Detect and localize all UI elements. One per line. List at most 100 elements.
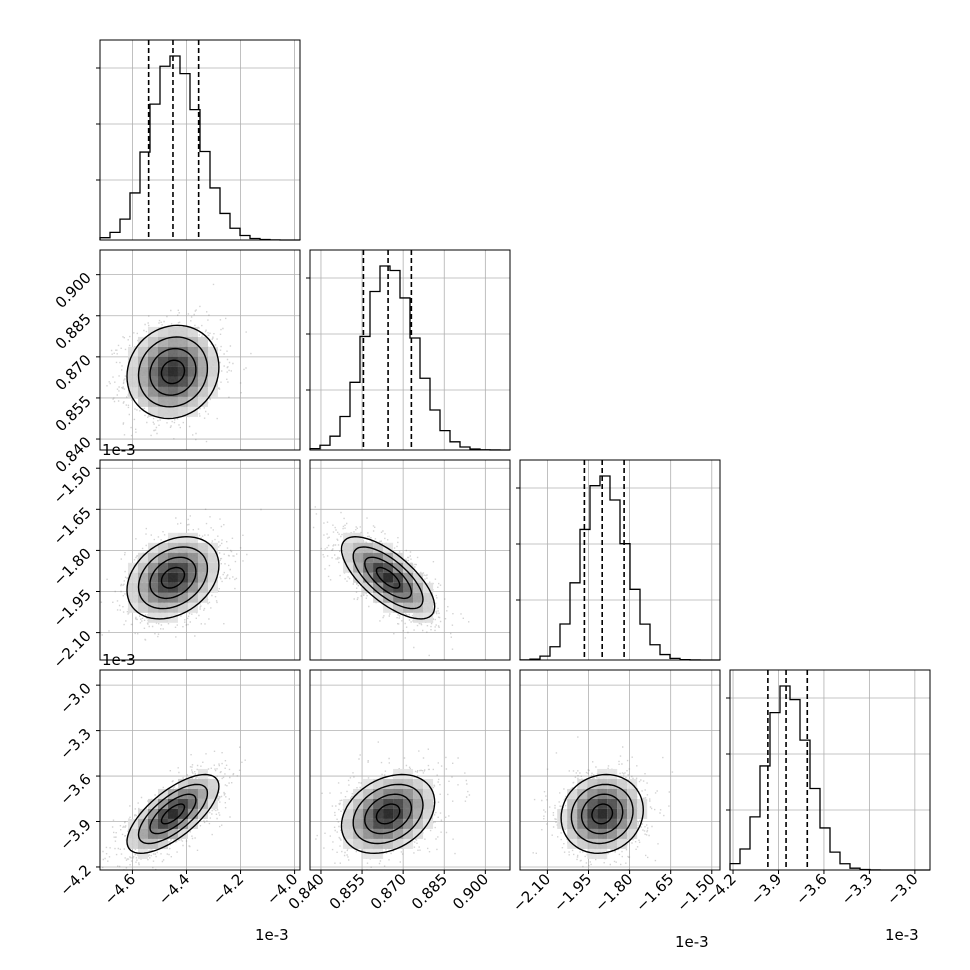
density-cell — [363, 798, 374, 809]
density-cell — [607, 788, 618, 799]
density-cell — [363, 848, 374, 859]
density-cell — [353, 828, 364, 839]
density-cell — [187, 326, 198, 337]
density-cell — [177, 336, 188, 347]
density-cell — [177, 562, 188, 573]
density-cell — [413, 818, 424, 829]
x-offset-label-2: 1e-3 — [675, 933, 709, 951]
density-cell — [177, 346, 188, 357]
density-cell — [413, 582, 424, 593]
density-cell — [157, 582, 168, 593]
density-cell — [137, 828, 148, 839]
density-cell — [197, 788, 208, 799]
x-offset-label-3: 1e-3 — [885, 926, 919, 944]
density-cell — [617, 838, 628, 849]
density-cell — [197, 768, 208, 779]
density-cell — [137, 366, 148, 377]
density-cell — [373, 572, 384, 583]
density-cell — [137, 356, 148, 367]
y-tick-label: −1.95 — [50, 586, 95, 631]
density-cell — [197, 336, 208, 347]
density-cell — [167, 366, 178, 377]
density-cell — [137, 808, 148, 819]
density-cell — [147, 552, 158, 563]
density-cell — [207, 562, 218, 573]
density-cell — [157, 838, 168, 849]
contour-2 — [137, 546, 209, 610]
density-cell — [197, 552, 208, 563]
density-cell — [157, 366, 168, 377]
density-cell — [187, 562, 198, 573]
density-cell — [167, 336, 178, 347]
y-tick-label: 0.870 — [52, 351, 95, 394]
density-cell — [167, 788, 178, 799]
y-tick-label: −3.6 — [56, 770, 94, 808]
density-cell — [383, 562, 394, 573]
density-cell — [637, 808, 648, 819]
density-cell — [577, 828, 588, 839]
density-cell — [423, 592, 434, 603]
y-offset-label-1: 1e-3 — [102, 441, 136, 459]
contour-2 — [137, 336, 209, 408]
density-cell — [167, 612, 178, 623]
density-cell — [403, 838, 414, 849]
density-cell — [187, 582, 198, 593]
density-cell — [403, 582, 414, 593]
density-cell — [363, 562, 374, 573]
density-cell — [423, 798, 434, 809]
density-cell — [157, 602, 168, 613]
density-cell — [403, 808, 414, 819]
x-tick-label: −3.3 — [838, 870, 876, 908]
density-cell — [353, 572, 364, 583]
panel-1-1 — [306, 249, 511, 451]
panel-frame — [99, 39, 301, 241]
density-cell — [403, 818, 414, 829]
density-cell — [167, 346, 178, 357]
density-cell — [383, 778, 394, 789]
panel-frame — [309, 249, 511, 451]
contour-2 — [137, 783, 209, 845]
density-cell — [127, 386, 138, 397]
y-tick-label: −1.80 — [50, 545, 95, 590]
density-cell — [587, 848, 598, 859]
panel-content — [520, 670, 720, 870]
density-cell — [167, 532, 178, 543]
density-cell — [413, 592, 424, 603]
y-tick-label: −3.0 — [56, 679, 94, 717]
density-cell — [403, 788, 414, 799]
contour-3 — [126, 773, 220, 855]
panel-frame — [99, 669, 301, 871]
density-cell — [373, 788, 384, 799]
density-cell — [177, 572, 188, 583]
y-tick-label: 0.885 — [52, 310, 95, 353]
histogram-3 — [729, 685, 930, 871]
density-cell — [383, 808, 394, 819]
density-cell — [127, 592, 138, 603]
density-cell — [207, 572, 218, 583]
density-cell — [383, 838, 394, 849]
density-cell — [137, 562, 148, 573]
density-cell — [167, 798, 178, 809]
density-cell — [157, 562, 168, 573]
density-cell — [423, 788, 434, 799]
density-cell — [393, 818, 404, 829]
density-cell — [157, 406, 168, 417]
density-cell — [137, 336, 148, 347]
density-cell — [423, 602, 434, 613]
panel-content — [310, 670, 510, 870]
panel-content — [100, 670, 300, 870]
density-cell — [167, 808, 178, 819]
contour-3 — [560, 773, 645, 855]
density-cell — [147, 386, 158, 397]
density-cell — [187, 386, 198, 397]
density-cell — [137, 572, 148, 583]
density-cell — [363, 828, 374, 839]
density-cell — [403, 562, 414, 573]
density-cell — [137, 396, 148, 407]
density-cell — [413, 778, 424, 789]
density-cell — [157, 572, 168, 583]
density-cell — [207, 582, 218, 593]
density-cell — [187, 808, 198, 819]
density-cell — [177, 376, 188, 387]
